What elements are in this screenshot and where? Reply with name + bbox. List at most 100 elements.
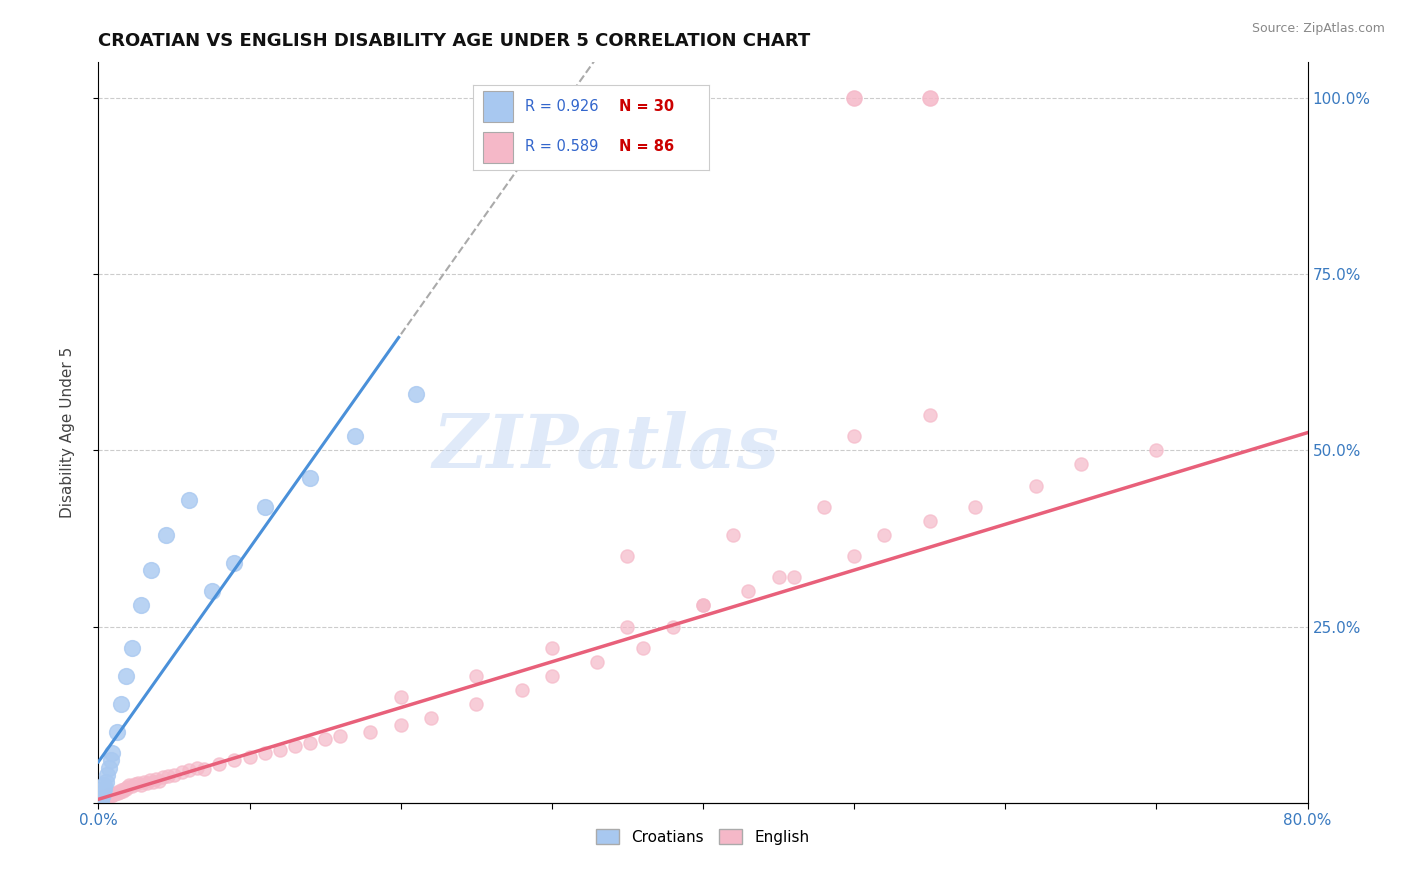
Point: [98, 760, 121, 774]
Y-axis label: Disability Age Under 5: Disability Age Under 5: [60, 347, 75, 518]
Point: [844, 91, 866, 105]
Point: [360, 725, 382, 739]
Point: [107, 786, 129, 800]
Point: [90, 792, 112, 806]
Point: [115, 780, 138, 795]
Text: ZIPatlas: ZIPatlas: [433, 411, 780, 483]
Text: CROATIAN VS ENGLISH DISABILITY AGE UNDER 5 CORRELATION CHART: CROATIAN VS ENGLISH DISABILITY AGE UNDER…: [98, 32, 811, 50]
Point: [129, 778, 152, 792]
Point: [465, 669, 488, 683]
Point: [94, 789, 117, 803]
Point: [844, 429, 866, 443]
Point: [121, 779, 143, 793]
Point: [139, 773, 162, 788]
Point: [813, 500, 835, 514]
Point: [121, 640, 143, 655]
Point: [141, 563, 163, 577]
Point: [540, 669, 562, 683]
Point: [1070, 458, 1092, 472]
Point: [90, 792, 112, 806]
Point: [873, 528, 896, 542]
Point: [132, 774, 155, 789]
Point: [768, 570, 790, 584]
Point: [224, 556, 246, 570]
Point: [135, 776, 157, 790]
Point: [389, 718, 412, 732]
Point: [89, 794, 111, 808]
Point: [100, 754, 122, 768]
Point: [105, 785, 128, 799]
Point: [179, 492, 201, 507]
Point: [965, 500, 987, 514]
Point: [145, 772, 167, 786]
Point: [918, 514, 941, 528]
Text: Source: ZipAtlas.com: Source: ZipAtlas.com: [1251, 22, 1385, 36]
Point: [93, 789, 115, 804]
Point: [91, 790, 114, 805]
Point: [314, 732, 336, 747]
Point: [692, 599, 714, 613]
Point: [723, 528, 745, 542]
Point: [1144, 443, 1167, 458]
Point: [269, 743, 291, 757]
Point: [90, 793, 112, 807]
Point: [101, 788, 124, 802]
Point: [89, 794, 111, 808]
Point: [616, 619, 638, 633]
Point: [918, 408, 941, 422]
Point: [90, 794, 112, 808]
Point: [89, 792, 111, 806]
Point: [93, 781, 115, 796]
Point: [737, 584, 759, 599]
Point: [253, 500, 276, 514]
Point: [118, 778, 141, 792]
Point: [93, 778, 115, 792]
Point: [1024, 478, 1046, 492]
Point: [163, 767, 186, 781]
Point: [127, 776, 149, 790]
Point: [465, 697, 488, 711]
Point: [96, 790, 118, 805]
Point: [239, 750, 262, 764]
Point: [148, 773, 170, 788]
Point: [93, 791, 115, 805]
Point: [91, 783, 114, 797]
Point: [101, 747, 124, 761]
Point: [89, 793, 111, 807]
Point: [96, 788, 118, 802]
Point: [90, 791, 112, 805]
Point: [89, 794, 111, 808]
Point: [152, 771, 174, 785]
Point: [299, 736, 322, 750]
Point: [91, 788, 114, 802]
Point: [110, 783, 132, 797]
Point: [91, 790, 114, 805]
Point: [405, 387, 427, 401]
Point: [170, 765, 193, 780]
Point: [105, 725, 128, 739]
Point: [201, 584, 224, 599]
Point: [90, 790, 112, 805]
Point: [661, 619, 683, 633]
Point: [155, 528, 177, 542]
Point: [844, 549, 866, 563]
Point: [208, 757, 231, 772]
Point: [114, 781, 136, 796]
Point: [112, 782, 135, 797]
Point: [91, 789, 114, 803]
Point: [540, 640, 562, 655]
Point: [631, 640, 654, 655]
Point: [100, 787, 122, 801]
Point: [692, 599, 714, 613]
Point: [344, 429, 367, 443]
Point: [124, 777, 146, 791]
Point: [389, 690, 412, 704]
Point: [94, 790, 117, 805]
Point: [329, 729, 352, 743]
Point: [616, 549, 638, 563]
Point: [104, 787, 127, 801]
Point: [224, 754, 246, 768]
Point: [108, 784, 131, 798]
Point: [156, 769, 179, 783]
Legend: Croatians, English: Croatians, English: [591, 822, 815, 851]
